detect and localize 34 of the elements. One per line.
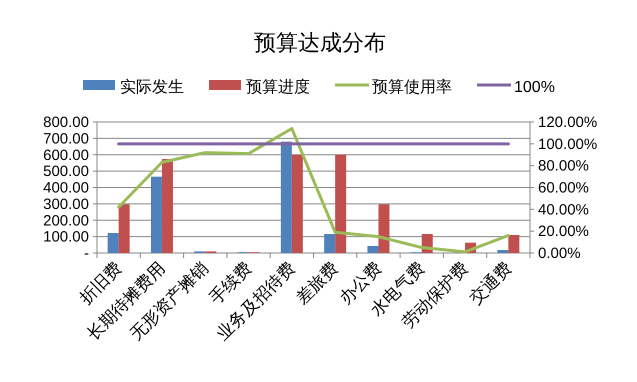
y2-tick-label: 20.00% <box>538 223 589 240</box>
bar <box>280 142 292 253</box>
bar <box>497 250 508 253</box>
y2-tick-label: 120.00% <box>538 114 598 131</box>
legend-label: 实际发生 <box>120 78 184 96</box>
y-tick-label: 700.00 <box>43 130 89 148</box>
bar <box>367 246 378 253</box>
y-tick-label: 800.00 <box>43 114 89 131</box>
bar <box>324 234 336 253</box>
y-tick-label: 100.00 <box>43 228 89 246</box>
bar <box>108 233 119 253</box>
y2-tick-label: 80.00% <box>538 158 589 175</box>
y-tick-label: 400.00 <box>43 180 89 196</box>
chart-title: 预算达成分布 <box>254 30 386 55</box>
y-tick-label: 600.00 <box>43 146 89 164</box>
y2-tick-label: 100.00% <box>538 136 598 153</box>
bar <box>162 159 173 253</box>
bar <box>150 176 162 253</box>
y-tick-label: 300.00 <box>43 196 89 213</box>
legend-label: 100% <box>514 79 555 96</box>
bar <box>118 204 130 253</box>
legend-label: 预算使用率 <box>372 78 452 96</box>
legend-label: 预算进度 <box>246 78 310 96</box>
bar <box>378 204 390 253</box>
y2-tick-label: 40.00% <box>538 201 589 218</box>
y-tick-label: 200.00 <box>43 212 89 230</box>
bar <box>508 234 520 253</box>
line-series <box>117 127 510 254</box>
y2-tick-label: 0.00% <box>538 245 581 262</box>
y-tick-label: 500.00 <box>43 163 89 180</box>
bar <box>335 154 346 253</box>
y2-tick-label: 60.00% <box>538 180 589 196</box>
y-tick-label: - <box>84 245 89 262</box>
bar <box>292 154 303 253</box>
